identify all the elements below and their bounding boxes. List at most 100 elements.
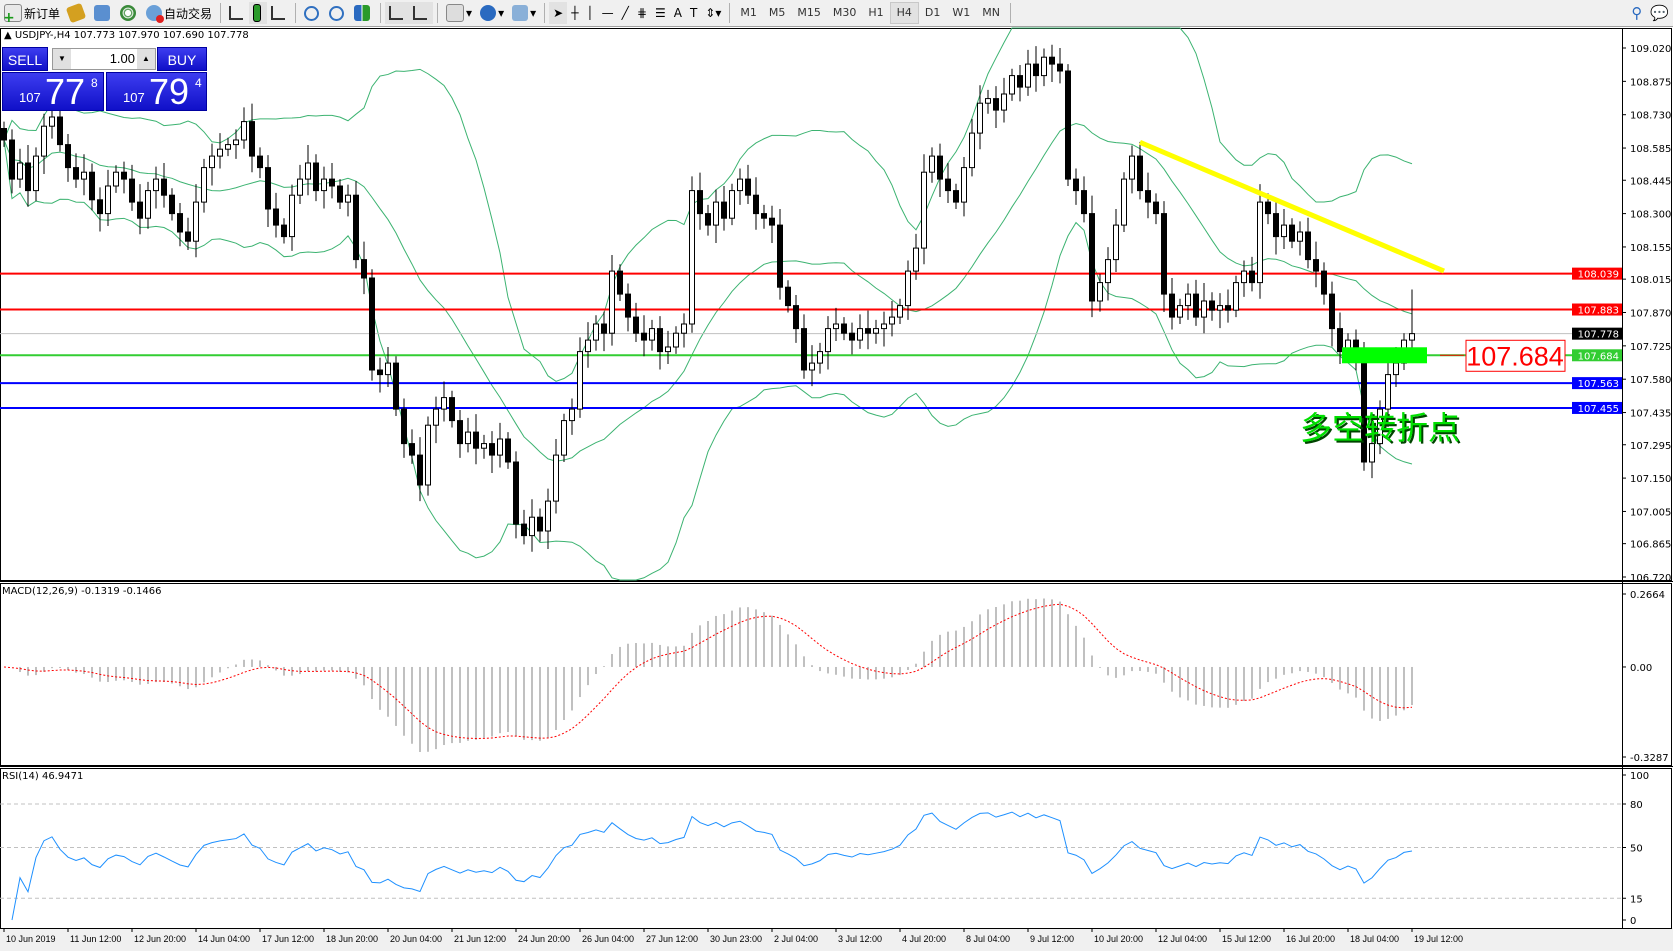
candle-body — [609, 270, 615, 334]
candle-body — [673, 332, 679, 348]
candle-body — [97, 199, 103, 215]
time-tick-label: 3 Jul 12:00 — [838, 934, 882, 944]
timeframe-m5[interactable]: M5 — [768, 6, 786, 19]
indicators-icon[interactable]: ▾ — [442, 2, 476, 24]
candle — [361, 241, 367, 295]
increase-lot-button[interactable]: ▲ — [137, 49, 155, 69]
time-tick-label: 4 Jul 20:00 — [902, 934, 946, 944]
candlestick-icon[interactable] — [249, 2, 268, 24]
text-label-icon[interactable]: T — [689, 6, 698, 20]
timeframe-mn[interactable]: MN — [982, 6, 1000, 19]
candle — [545, 488, 551, 549]
candle-body — [121, 171, 127, 180]
chat-icon[interactable]: 💬 — [1650, 4, 1669, 22]
periods-clock-icon[interactable]: ▾ — [476, 2, 508, 24]
candle-body — [193, 201, 199, 242]
decrease-lot-button[interactable]: ▼ — [53, 49, 71, 69]
candle — [1241, 260, 1247, 297]
price-tick-label: 107.725 — [1630, 342, 1671, 353]
candle-body — [409, 443, 415, 456]
time-tick-label: 12 Jul 04:00 — [1158, 934, 1207, 944]
time-axis-background — [0, 928, 1673, 951]
auto-trading-button[interactable]: 自动交易 — [142, 2, 216, 24]
sell-price-button[interactable]: 107 77 8 — [2, 71, 104, 112]
new-order-button[interactable]: + 新订单 — [0, 2, 64, 25]
candle-body — [1409, 333, 1415, 341]
candle-body — [105, 185, 111, 215]
candle — [873, 319, 879, 344]
lot-size-stepper[interactable]: ▼ 1.00 ▲ — [52, 48, 156, 70]
candle — [921, 154, 927, 265]
horizontal-line-icon[interactable]: — — [601, 6, 614, 20]
trendline-icon[interactable]: ╱ — [621, 6, 629, 20]
cursor-icon[interactable]: ➤ — [549, 2, 568, 24]
candle — [609, 255, 615, 346]
candle — [1273, 201, 1279, 255]
candle-body — [33, 155, 39, 192]
tile-windows-icon[interactable] — [350, 2, 376, 24]
search-icon[interactable]: ⚲ — [1631, 4, 1643, 22]
candle — [1065, 64, 1071, 186]
line-chart-icon[interactable] — [267, 2, 291, 24]
candle-body — [89, 171, 95, 201]
price-tick-label: 109.020 — [1630, 44, 1671, 55]
separator — [295, 3, 297, 23]
timeframe-m15[interactable]: M15 — [797, 6, 821, 19]
candle-body — [225, 144, 231, 150]
candle — [1305, 217, 1311, 269]
timeframe-h4[interactable]: H4 — [889, 2, 919, 24]
zoom-in-icon[interactable] — [300, 2, 325, 24]
timeframe-h1[interactable]: H1 — [868, 6, 884, 19]
lot-size-input[interactable]: 1.00 — [109, 51, 135, 66]
candle-body — [1217, 305, 1223, 311]
timeframe-w1[interactable]: W1 — [952, 6, 971, 19]
templates-icon[interactable]: ▾ — [508, 2, 540, 24]
auto-scroll-icon[interactable] — [409, 2, 434, 24]
trendline — [1139, 139, 1445, 274]
price-tick-label: 107.295 — [1630, 441, 1671, 452]
candle-body — [257, 155, 263, 169]
candle-body — [569, 408, 575, 422]
equidistant-channel-icon[interactable]: ⋕ — [636, 6, 647, 20]
candle-body — [521, 523, 527, 537]
candle — [209, 143, 215, 186]
candle-body — [329, 178, 335, 187]
time-tick-label: 14 Jun 04:00 — [198, 934, 250, 944]
candle — [833, 307, 839, 342]
text-icon[interactable]: A — [673, 6, 682, 20]
buy-button[interactable]: BUY — [157, 47, 207, 71]
candle-body — [641, 332, 647, 341]
timeframe-m1[interactable]: M1 — [740, 6, 757, 19]
book-icon[interactable] — [64, 2, 90, 24]
sell-button[interactable]: SELL — [2, 47, 48, 71]
candle — [281, 218, 287, 244]
buy-price-button[interactable]: 107 79 4 — [106, 71, 207, 112]
chart-shift-icon[interactable] — [385, 2, 410, 24]
candle-body — [1, 128, 7, 141]
zoom-out-icon[interactable] — [325, 2, 350, 24]
signals-icon[interactable] — [116, 2, 142, 24]
candle-body — [657, 328, 663, 353]
arrows-icon[interactable]: ⇕▾ — [705, 6, 722, 20]
time-tick-label: 10 Jul 20:00 — [1094, 934, 1143, 944]
timeframe-m30[interactable]: M30 — [832, 6, 857, 19]
candle — [1177, 298, 1183, 324]
candle — [97, 187, 103, 232]
vertical-line-icon[interactable]: │ — [586, 6, 594, 20]
bar-chart-icon[interactable] — [225, 2, 249, 24]
price-tick-label: 108.300 — [1630, 210, 1671, 221]
history-center-icon[interactable] — [90, 2, 116, 24]
candle-body — [993, 98, 999, 111]
candle-body — [297, 178, 303, 196]
candle-body — [1041, 56, 1047, 77]
timeframe-d1[interactable]: D1 — [924, 6, 941, 19]
price-tick-label: 106.865 — [1630, 540, 1671, 551]
candle-body — [1201, 300, 1207, 318]
fibonacci-icon[interactable]: ☰ — [654, 6, 666, 20]
candle — [1041, 48, 1047, 87]
crosshair-icon[interactable]: ┼ — [571, 6, 579, 20]
buy-price-fraction: 4 — [195, 76, 202, 90]
separator — [544, 3, 546, 23]
candle-body — [65, 144, 71, 169]
